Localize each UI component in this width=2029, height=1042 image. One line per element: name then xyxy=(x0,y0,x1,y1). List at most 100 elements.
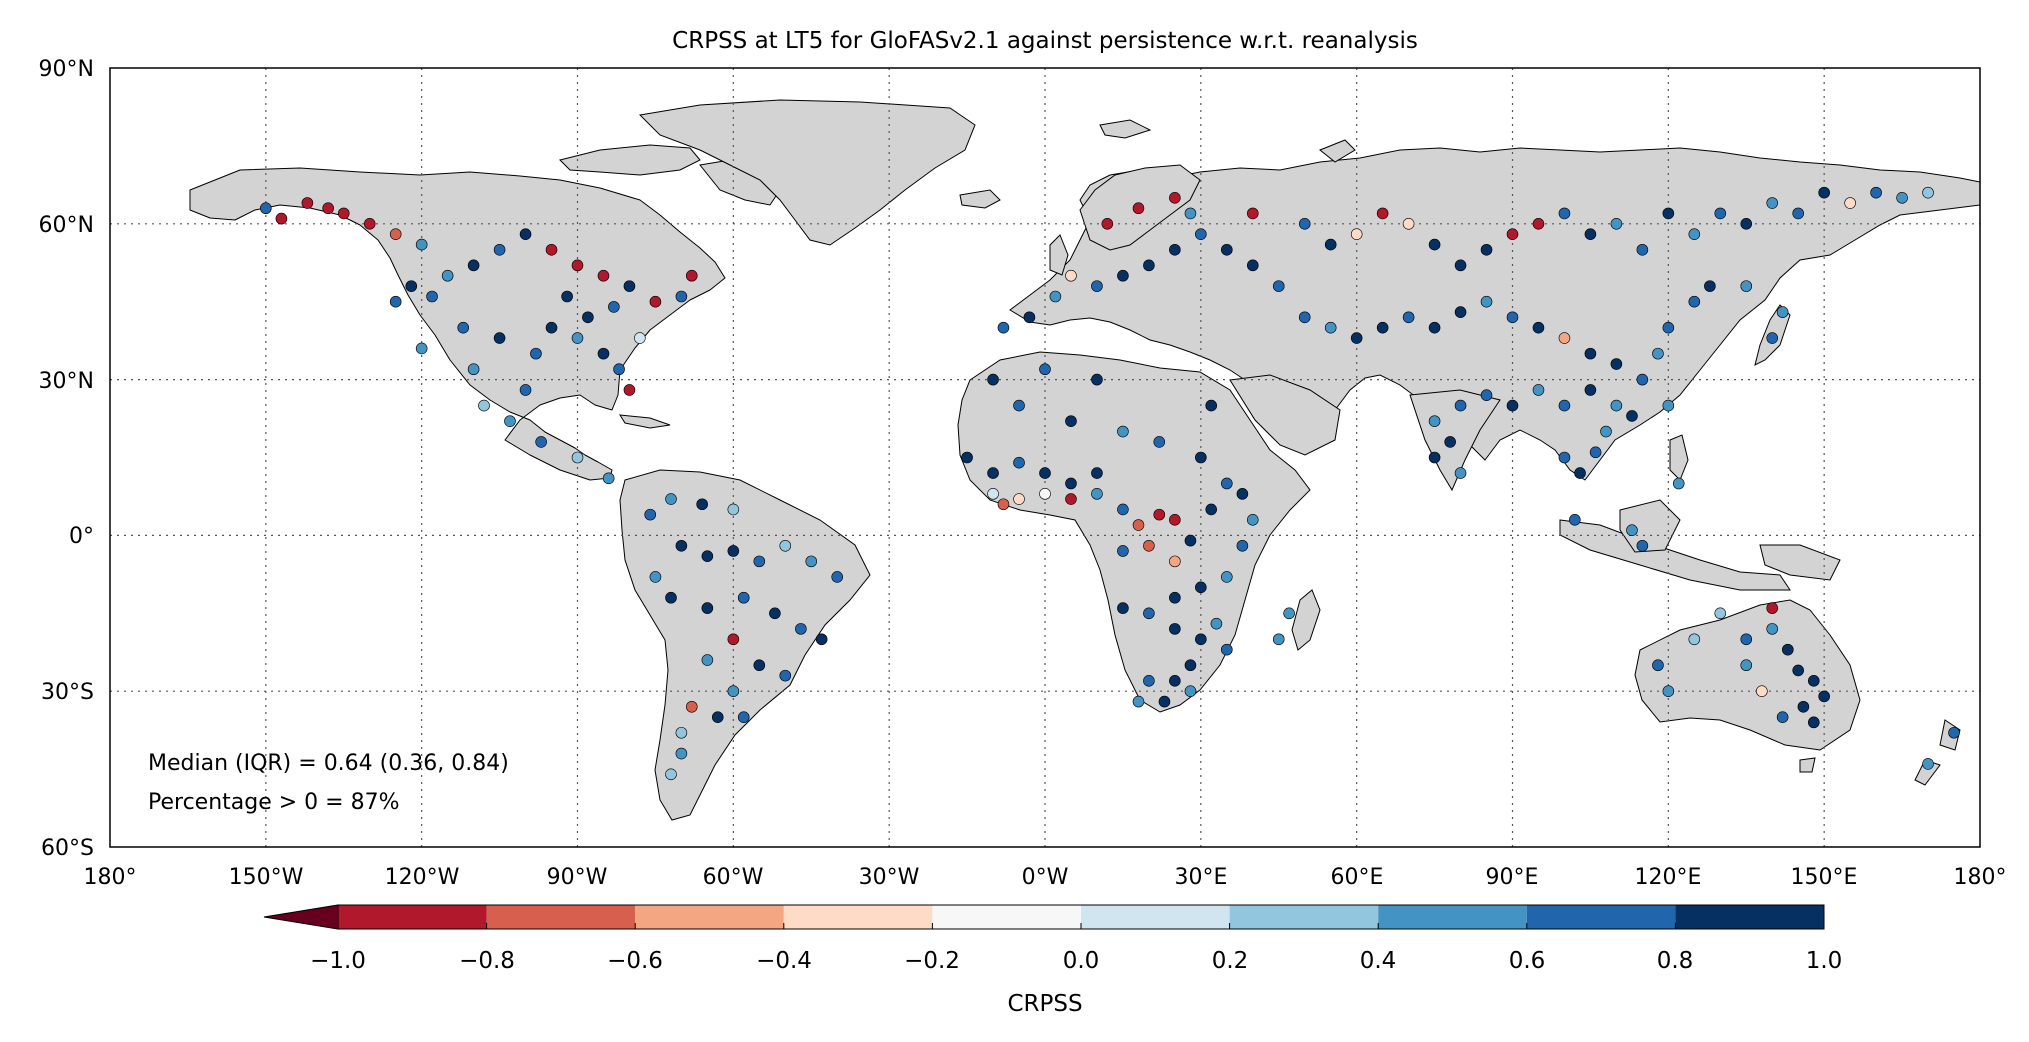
station-point xyxy=(1626,524,1638,537)
station-point xyxy=(467,363,480,376)
station-point xyxy=(1091,280,1103,292)
station-point xyxy=(1246,514,1259,526)
station-point xyxy=(1221,571,1233,583)
station-point xyxy=(1117,503,1129,516)
station-point xyxy=(1776,711,1789,723)
station-point xyxy=(597,269,610,282)
colorbar-tick-label: 1.0 xyxy=(1806,948,1843,974)
station-point xyxy=(1569,514,1581,526)
station-point xyxy=(753,555,766,568)
lon-tick-label: 150°W xyxy=(229,865,304,890)
station-point xyxy=(665,768,677,781)
land-greenland xyxy=(638,99,976,246)
station-point xyxy=(1169,243,1181,256)
station-point xyxy=(1896,192,1908,204)
station-point xyxy=(1428,451,1441,464)
station-point xyxy=(987,488,999,500)
colorbar-segment xyxy=(932,905,1081,929)
colorbar-under-extension xyxy=(263,904,339,930)
colorbar-tick-label: −0.6 xyxy=(607,948,663,974)
station-point xyxy=(665,591,677,604)
colorbar-tick-label: 0.6 xyxy=(1509,948,1546,974)
station-point xyxy=(1117,545,1129,557)
land-uk xyxy=(1049,234,1069,276)
station-point xyxy=(1807,716,1820,729)
station-point xyxy=(727,545,740,557)
station-point xyxy=(1117,425,1129,438)
colorbar-tick-label: 0.4 xyxy=(1360,948,1397,974)
station-point xyxy=(571,332,584,344)
station-point xyxy=(795,623,807,635)
station-point xyxy=(753,659,766,672)
station-point xyxy=(519,384,532,396)
station-point xyxy=(493,332,506,344)
station-point xyxy=(545,321,558,334)
station-point xyxy=(1454,399,1467,412)
lon-tick-label: 30°W xyxy=(859,865,920,890)
station-point xyxy=(1169,192,1181,204)
station-point xyxy=(623,280,636,292)
station-point xyxy=(1662,399,1675,412)
station-point xyxy=(1480,389,1493,401)
land-borneo xyxy=(1619,499,1681,553)
station-point xyxy=(1221,477,1233,490)
station-point xyxy=(1807,675,1820,687)
lon-tick-label: 0°W xyxy=(1022,865,1069,890)
station-point xyxy=(1184,685,1197,698)
lat-tick-labels: 90°N 60°N 30°N 0° 30°S 60°S xyxy=(39,57,94,861)
station-point xyxy=(363,218,376,230)
station-point xyxy=(1169,675,1181,687)
station-point xyxy=(1143,259,1155,272)
lat-tick-label: 30°S xyxy=(41,680,94,705)
station-point xyxy=(831,571,844,583)
station-point xyxy=(727,685,740,698)
lat-tick-label: 90°N xyxy=(39,57,94,82)
land-caribbean xyxy=(619,414,671,429)
station-point xyxy=(1091,373,1103,386)
station-point xyxy=(519,228,532,240)
station-point xyxy=(987,373,999,386)
station-point xyxy=(1506,228,1519,240)
station-point xyxy=(1589,446,1602,459)
station-point xyxy=(1153,508,1166,521)
station-point xyxy=(1584,228,1597,240)
station-point xyxy=(1574,467,1586,479)
station-point xyxy=(1221,243,1233,256)
station-point xyxy=(1221,643,1233,656)
colorbar-tick-label: −1.0 xyxy=(310,948,366,974)
station-point xyxy=(467,259,480,272)
station-point xyxy=(1704,280,1716,292)
station-point xyxy=(1870,186,1882,199)
station-point xyxy=(1600,425,1612,438)
station-point xyxy=(1636,243,1649,256)
station-point xyxy=(1792,207,1804,220)
land-arctic-islands xyxy=(559,144,701,176)
station-point xyxy=(582,311,594,324)
station-point xyxy=(1714,207,1727,220)
station-point xyxy=(1740,280,1753,292)
station-point xyxy=(1766,197,1779,209)
colorbar-segment xyxy=(1229,905,1379,929)
station-point xyxy=(478,399,490,412)
station-point xyxy=(1480,243,1493,256)
lat-tick-label: 60°S xyxy=(41,836,94,861)
station-point xyxy=(997,321,1010,334)
station-point xyxy=(561,290,573,303)
station-point xyxy=(535,436,547,448)
station-point xyxy=(1922,758,1934,770)
station-point xyxy=(1065,269,1077,282)
station-point xyxy=(1818,186,1830,199)
lon-tick-label: 60°W xyxy=(703,865,764,890)
station-point xyxy=(389,228,402,240)
station-point xyxy=(769,607,781,620)
station-point xyxy=(1766,332,1779,344)
land-arabia xyxy=(1229,374,1341,456)
station-point xyxy=(504,415,516,427)
station-point xyxy=(1205,399,1218,412)
station-point xyxy=(1662,685,1675,698)
station-point xyxy=(1049,290,1062,303)
station-point xyxy=(779,539,792,552)
station-point xyxy=(1091,467,1103,479)
station-point xyxy=(1283,607,1295,620)
